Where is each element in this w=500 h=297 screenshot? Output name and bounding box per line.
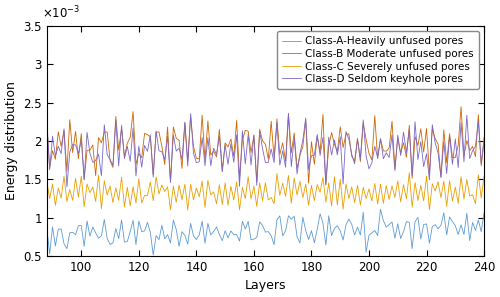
Class-D Seldom keyhole pores [466, 157, 472, 160]
Class-C Severely unfused pores [481, 174, 487, 178]
Text: $\times10^{-3}$: $\times10^{-3}$ [42, 5, 80, 21]
Class-A-Heavily unfused pores [240, 219, 246, 223]
Class-C Severely unfused pores [168, 208, 173, 212]
Class-B Moderate unfused pores [102, 130, 107, 134]
Class-D Seldom keyhole pores [44, 117, 50, 120]
Y-axis label: Energy distribution: Energy distribution [4, 81, 18, 200]
Class-C Severely unfused pores [406, 171, 412, 175]
Class-D Seldom keyhole pores [358, 157, 364, 160]
Class-B Moderate unfused pores [458, 105, 464, 108]
Class-D Seldom keyhole pores [76, 151, 82, 155]
Class-A-Heavily unfused pores [354, 225, 360, 229]
Class-A-Heavily unfused pores [44, 225, 50, 229]
Class-C Severely unfused pores [240, 185, 246, 189]
Legend: Class-A-Heavily unfused pores, Class-B Moderate unfused pores, Class-C Severely : Class-A-Heavily unfused pores, Class-B M… [277, 31, 479, 89]
Class-B Moderate unfused pores [466, 149, 472, 152]
Class-C Severely unfused pores [72, 177, 78, 180]
Class-B Moderate unfused pores [354, 137, 360, 140]
Class-B Moderate unfused pores [409, 176, 415, 180]
Class-C Severely unfused pores [466, 194, 472, 198]
Line: Class-D Seldom keyhole pores: Class-D Seldom keyhole pores [47, 114, 484, 187]
Class-C Severely unfused pores [412, 181, 418, 184]
Class-A-Heavily unfused pores [412, 220, 418, 224]
Class-A-Heavily unfused pores [102, 218, 107, 221]
X-axis label: Layers: Layers [244, 279, 286, 292]
Class-B Moderate unfused pores [72, 130, 78, 133]
Class-B Moderate unfused pores [323, 183, 329, 187]
Class-A-Heavily unfused pores [150, 253, 156, 257]
Class-A-Heavily unfused pores [378, 207, 384, 211]
Class-D Seldom keyhole pores [412, 120, 418, 124]
Line: Class-B Moderate unfused pores: Class-B Moderate unfused pores [47, 107, 484, 185]
Line: Class-C Severely unfused pores: Class-C Severely unfused pores [47, 173, 484, 210]
Class-D Seldom keyhole pores [104, 153, 110, 157]
Class-B Moderate unfused pores [44, 121, 50, 124]
Class-B Moderate unfused pores [236, 176, 242, 180]
Class-C Severely unfused pores [44, 179, 50, 182]
Class-D Seldom keyhole pores [242, 162, 248, 166]
Class-D Seldom keyhole pores [188, 112, 194, 116]
Class-A-Heavily unfused pores [481, 211, 487, 214]
Class-D Seldom keyhole pores [481, 135, 487, 139]
Class-A-Heavily unfused pores [466, 239, 472, 242]
Line: Class-A-Heavily unfused pores: Class-A-Heavily unfused pores [47, 209, 484, 255]
Class-C Severely unfused pores [102, 179, 107, 183]
Class-D Seldom keyhole pores [64, 185, 70, 189]
Class-B Moderate unfused pores [481, 140, 487, 143]
Class-A-Heavily unfused pores [72, 233, 78, 236]
Class-C Severely unfused pores [354, 184, 360, 187]
